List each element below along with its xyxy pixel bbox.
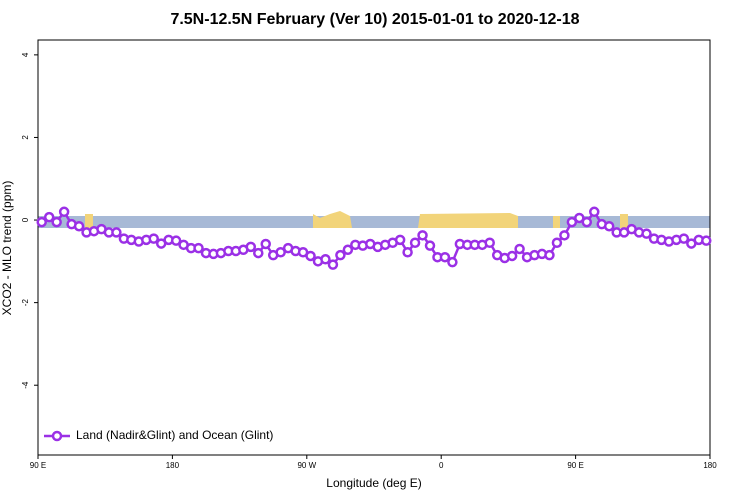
data-point xyxy=(36,216,47,228)
data-point xyxy=(253,247,264,259)
y-axis-label: XCO2 - MLO trend (ppm) xyxy=(0,181,14,316)
data-point xyxy=(506,250,518,262)
legend-marker xyxy=(51,430,63,442)
data-point xyxy=(439,251,451,263)
land-patch xyxy=(313,211,352,228)
data-point xyxy=(193,242,204,254)
y-tick-label: 4 xyxy=(21,52,30,57)
data-point xyxy=(678,233,690,244)
data-point xyxy=(589,206,600,218)
land-patch xyxy=(418,213,518,228)
data-point xyxy=(447,256,458,268)
data-point xyxy=(581,216,593,228)
data-point xyxy=(409,237,421,249)
data-point xyxy=(566,216,578,228)
data-point xyxy=(544,249,555,261)
x-tick-label: 0 xyxy=(439,461,444,470)
plot-frame xyxy=(37,39,711,456)
data-point xyxy=(148,233,159,244)
data-point xyxy=(58,206,70,218)
y-tick-label: -4 xyxy=(21,381,30,389)
data-point xyxy=(275,246,286,258)
land-patch xyxy=(553,216,560,228)
data-point xyxy=(559,230,570,241)
legend-label: Land (Nadir&Glint) and Ocean (Glint) xyxy=(76,428,273,442)
y-tick-label: 0 xyxy=(21,217,30,222)
data-point xyxy=(574,212,585,224)
surface-band xyxy=(38,211,710,228)
data-point xyxy=(51,216,62,228)
y-tick-label: -2 xyxy=(21,299,30,307)
data-point xyxy=(641,228,652,239)
data-point xyxy=(417,230,428,241)
chart-title: 7.5N-12.5N February (Ver 10) 2015-01-01 … xyxy=(170,11,579,28)
data-point xyxy=(603,220,615,232)
data-point xyxy=(424,240,436,251)
x-tick-label: 90 W xyxy=(297,461,316,470)
data-point xyxy=(305,250,316,262)
data-point xyxy=(551,237,563,249)
data-point xyxy=(701,235,712,246)
data-point xyxy=(484,237,495,249)
data-point xyxy=(327,259,339,270)
data-point xyxy=(260,238,271,250)
land-patch xyxy=(620,214,628,228)
data-point xyxy=(342,244,354,256)
data-point xyxy=(394,234,406,246)
x-tick-label: 90 E xyxy=(567,461,583,470)
data-point xyxy=(73,220,85,232)
data-point xyxy=(402,246,413,258)
data-point xyxy=(245,241,257,253)
x-tick-label: 180 xyxy=(166,461,180,470)
x-tick-label: 180 xyxy=(703,461,717,470)
data-point xyxy=(320,254,331,265)
data-point xyxy=(170,235,182,246)
land-patch xyxy=(85,214,93,228)
ocean-band xyxy=(38,216,710,228)
y-tick-label: 2 xyxy=(21,135,30,140)
data-point xyxy=(514,243,525,255)
data-point xyxy=(335,249,346,261)
x-axis-label: Longitude (deg E) xyxy=(326,476,421,490)
x-tick-label: 90 E xyxy=(30,461,46,470)
data-point xyxy=(43,211,55,223)
data-point xyxy=(111,227,122,238)
